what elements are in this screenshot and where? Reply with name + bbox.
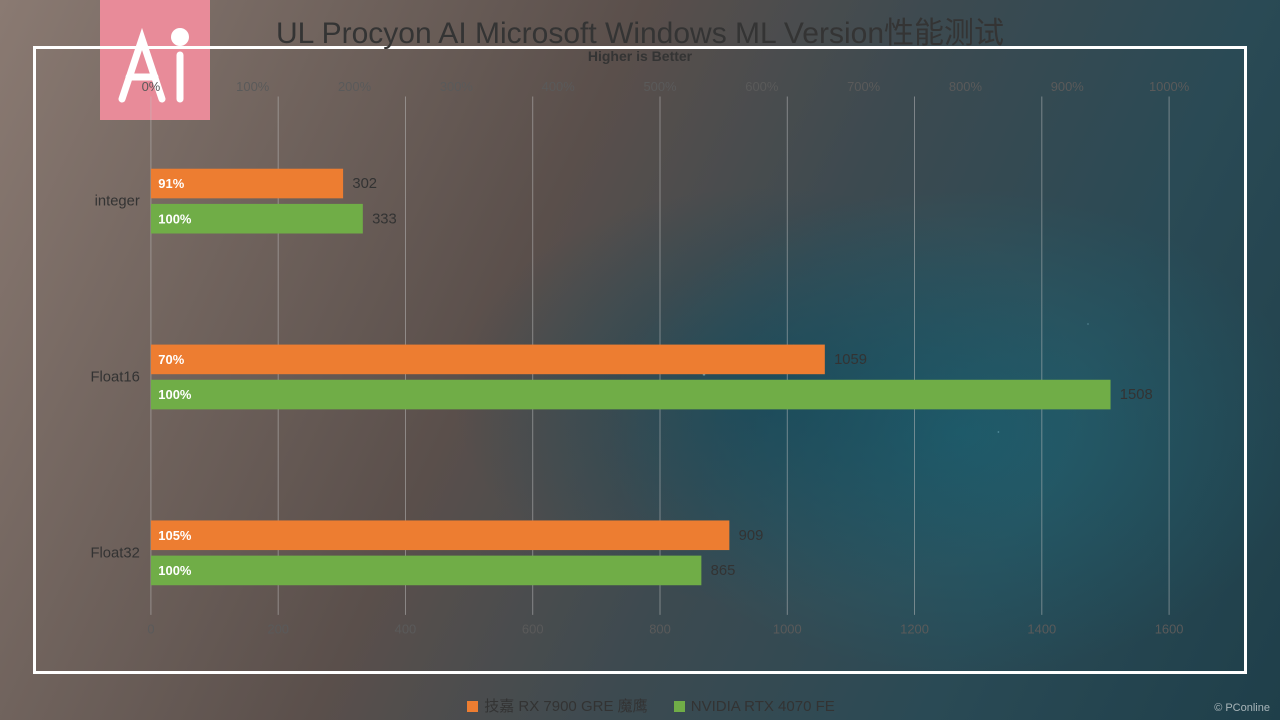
svg-text:800: 800 — [649, 621, 671, 636]
legend-swatch-1 — [674, 701, 685, 712]
watermark: © PConline — [1214, 702, 1270, 714]
svg-text:0%: 0% — [142, 79, 161, 94]
svg-text:1000%: 1000% — [1149, 79, 1190, 94]
legend-label-0: 技嘉 RX 7900 GRE 魔鹰 — [484, 698, 647, 715]
svg-text:Float32: Float32 — [90, 545, 139, 561]
bar — [151, 380, 1111, 410]
svg-text:865: 865 — [711, 563, 736, 579]
svg-text:100%: 100% — [158, 563, 192, 578]
svg-text:1200: 1200 — [900, 621, 929, 636]
svg-text:800%: 800% — [949, 79, 983, 94]
svg-text:1400: 1400 — [1027, 621, 1056, 636]
legend-swatch-0 — [467, 701, 478, 712]
chart-subtitle: Higher is Better — [0, 48, 1280, 64]
svg-text:400%: 400% — [542, 79, 576, 94]
svg-text:1059: 1059 — [834, 352, 867, 368]
svg-text:91%: 91% — [158, 176, 184, 191]
svg-text:600%: 600% — [745, 79, 779, 94]
bar-chart: 0% 100% 200% 300% 400% 500% 600% 700% 800% 900% 10… — [110, 78, 1210, 638]
svg-text:302: 302 — [352, 176, 377, 192]
svg-text:700%: 700% — [847, 79, 881, 94]
svg-text:integer: integer — [95, 194, 140, 210]
svg-text:300%: 300% — [440, 79, 474, 94]
svg-text:70%: 70% — [158, 352, 184, 367]
svg-text:1508: 1508 — [1120, 387, 1153, 403]
svg-text:100%: 100% — [158, 211, 192, 226]
svg-text:333: 333 — [372, 211, 397, 227]
svg-text:1600: 1600 — [1155, 621, 1184, 636]
svg-text:100%: 100% — [158, 387, 192, 402]
bar — [151, 556, 701, 586]
svg-text:400: 400 — [395, 621, 417, 636]
svg-text:0: 0 — [147, 621, 154, 636]
svg-text:1000: 1000 — [773, 621, 802, 636]
svg-text:200%: 200% — [338, 79, 372, 94]
svg-text:500%: 500% — [643, 79, 677, 94]
svg-text:900%: 900% — [1051, 79, 1085, 94]
svg-text:105%: 105% — [158, 528, 192, 543]
svg-text:909: 909 — [739, 528, 764, 544]
bar — [151, 520, 729, 550]
svg-text:Float16: Float16 — [90, 370, 139, 386]
svg-text:100%: 100% — [236, 79, 270, 94]
svg-text:600: 600 — [522, 621, 544, 636]
chart-title: UL Procyon AI Microsoft Windows ML Versi… — [0, 8, 1280, 52]
legend: 技嘉 RX 7900 GRE 魔鹰 NVIDIA RTX 4070 FE — [0, 695, 1280, 716]
bar — [151, 345, 825, 375]
legend-label-1: NVIDIA RTX 4070 FE — [691, 698, 835, 715]
svg-text:200: 200 — [267, 621, 289, 636]
